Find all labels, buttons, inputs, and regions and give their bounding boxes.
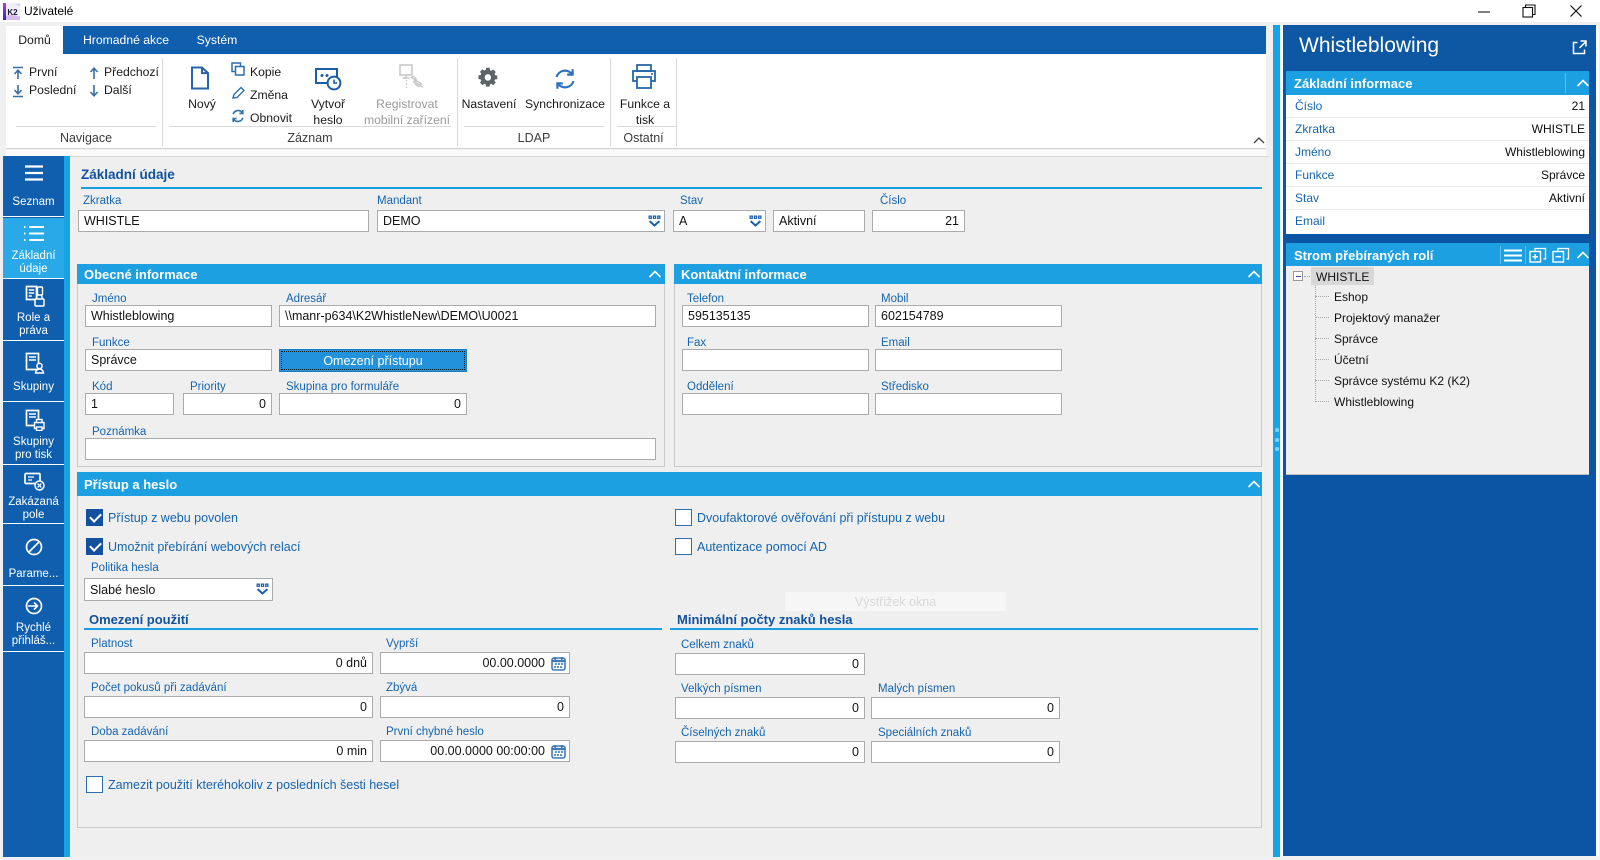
svg-text:K2: K2	[7, 8, 18, 17]
